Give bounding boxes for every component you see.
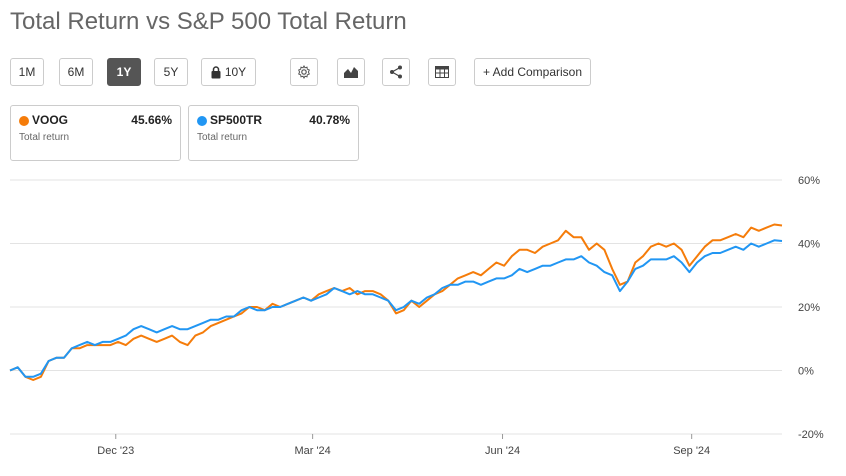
period-6m-button[interactable]: 6M (59, 58, 93, 86)
x-tick-label: Jun '24 (485, 445, 520, 457)
legend-ticker: SP500TR (210, 113, 263, 127)
y-tick-label: -20% (798, 429, 824, 441)
legend-ticker: VOOG (32, 113, 69, 127)
share-icon (389, 65, 403, 79)
series-line-sp500tr (9, 239, 783, 378)
period-10y-label: 10Y (224, 65, 247, 79)
table-icon (435, 66, 449, 78)
y-tick-label: 20% (798, 302, 820, 314)
period-10y-button[interactable]: 10Y (201, 58, 256, 86)
x-tick-label: Sep '24 (673, 445, 710, 457)
legend-card-sp500tr[interactable]: SP500TR 40.78% Total return (188, 105, 359, 161)
add-comparison-button[interactable]: + Add Comparison (474, 58, 591, 86)
x-tick-label: Dec '23 (97, 445, 134, 457)
series-line-voog (9, 223, 783, 381)
y-tick-label: 40% (798, 239, 820, 251)
y-tick-label: 60% (798, 175, 820, 187)
lock-icon (211, 65, 221, 79)
table-view-button[interactable] (428, 58, 456, 86)
series-color-dot (197, 116, 207, 126)
x-tick-label: Mar '24 (294, 445, 330, 457)
legend-card-voog[interactable]: VOOG 45.66% Total return (10, 105, 181, 161)
y-tick-label: 0% (798, 366, 814, 378)
period-5y-button[interactable]: 5Y (154, 58, 188, 86)
period-1m-button[interactable]: 1M (10, 58, 44, 86)
legend-label: Total return (19, 132, 70, 143)
chart-type-button[interactable] (337, 58, 365, 86)
line-chart[interactable]: 60% 40% 20% 0% -20% Dec '23 Mar '24 Jun '24 Sep … (0, 170, 846, 476)
period-1y-button[interactable]: 1Y (107, 58, 141, 86)
legend-label: Total return (197, 132, 248, 143)
share-button[interactable] (382, 58, 410, 86)
legend-value: 45.66% (131, 113, 172, 127)
gear-icon (297, 65, 311, 79)
page-title: Total Return vs S&P 500 Total Return (10, 8, 407, 35)
series-color-dot (19, 116, 29, 126)
legend-value: 40.78% (309, 113, 350, 127)
mountain-chart-icon (343, 65, 359, 79)
settings-button[interactable] (290, 58, 318, 86)
